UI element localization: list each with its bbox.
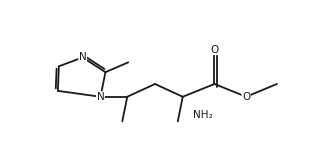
Text: O: O: [242, 92, 250, 102]
Text: O: O: [210, 44, 219, 55]
Text: N: N: [79, 52, 86, 62]
Text: N: N: [97, 92, 104, 102]
Text: NH₂: NH₂: [193, 110, 212, 121]
